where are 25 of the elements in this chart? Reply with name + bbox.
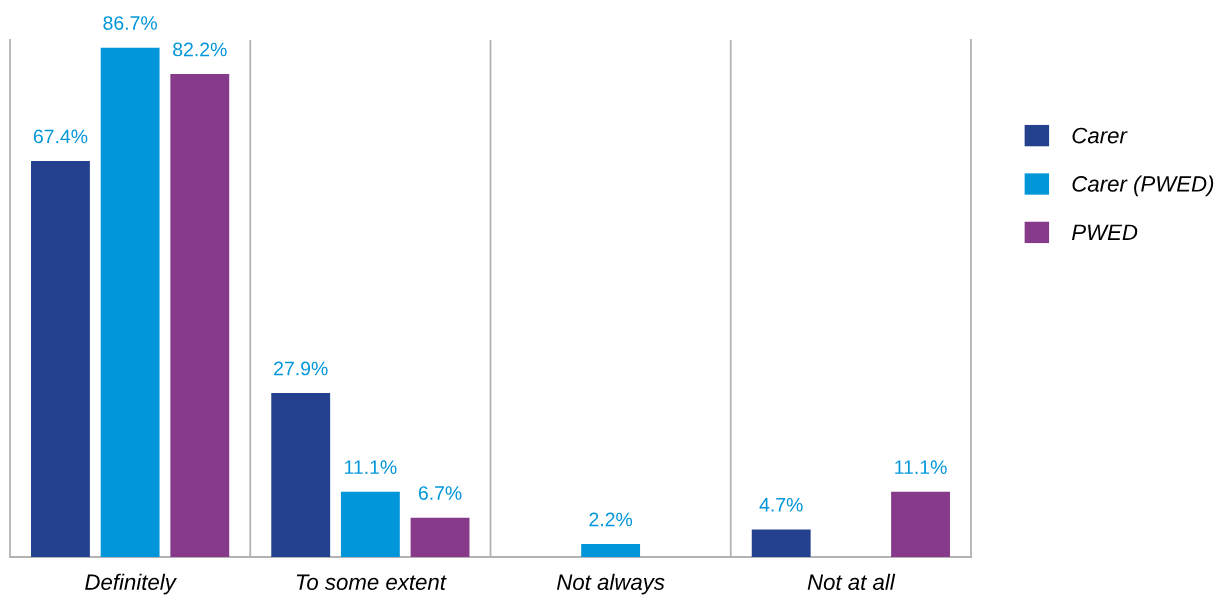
legend-label: Carer (PWED) xyxy=(1072,175,1214,197)
data-label: 82.2% xyxy=(173,42,227,57)
x-tick-label: Not at all xyxy=(807,573,896,590)
data-label: 86.7% xyxy=(103,16,157,30)
data-label: 67.4% xyxy=(33,129,88,144)
data-label: 2.2% xyxy=(589,512,633,527)
data-label: 4.7% xyxy=(759,497,803,512)
data-label: 11.1% xyxy=(895,460,947,474)
bar xyxy=(271,393,331,557)
bar xyxy=(581,544,641,557)
legend-label: Carer xyxy=(1072,127,1128,144)
data-label: 6.7% xyxy=(418,486,462,500)
x-tick-label: Not always xyxy=(556,573,665,595)
x-tick-label: Definitely xyxy=(85,573,177,595)
bar xyxy=(100,47,160,557)
bar xyxy=(410,517,470,557)
legend-label: PWED xyxy=(1071,224,1138,240)
x-tick-label: To some extent xyxy=(296,574,447,590)
bar xyxy=(891,491,950,557)
data-label: 11.1% xyxy=(345,460,397,474)
bar xyxy=(170,74,230,557)
bar xyxy=(751,529,811,557)
data-label: 27.9% xyxy=(274,361,328,376)
bar xyxy=(31,161,90,557)
bar xyxy=(340,491,400,557)
